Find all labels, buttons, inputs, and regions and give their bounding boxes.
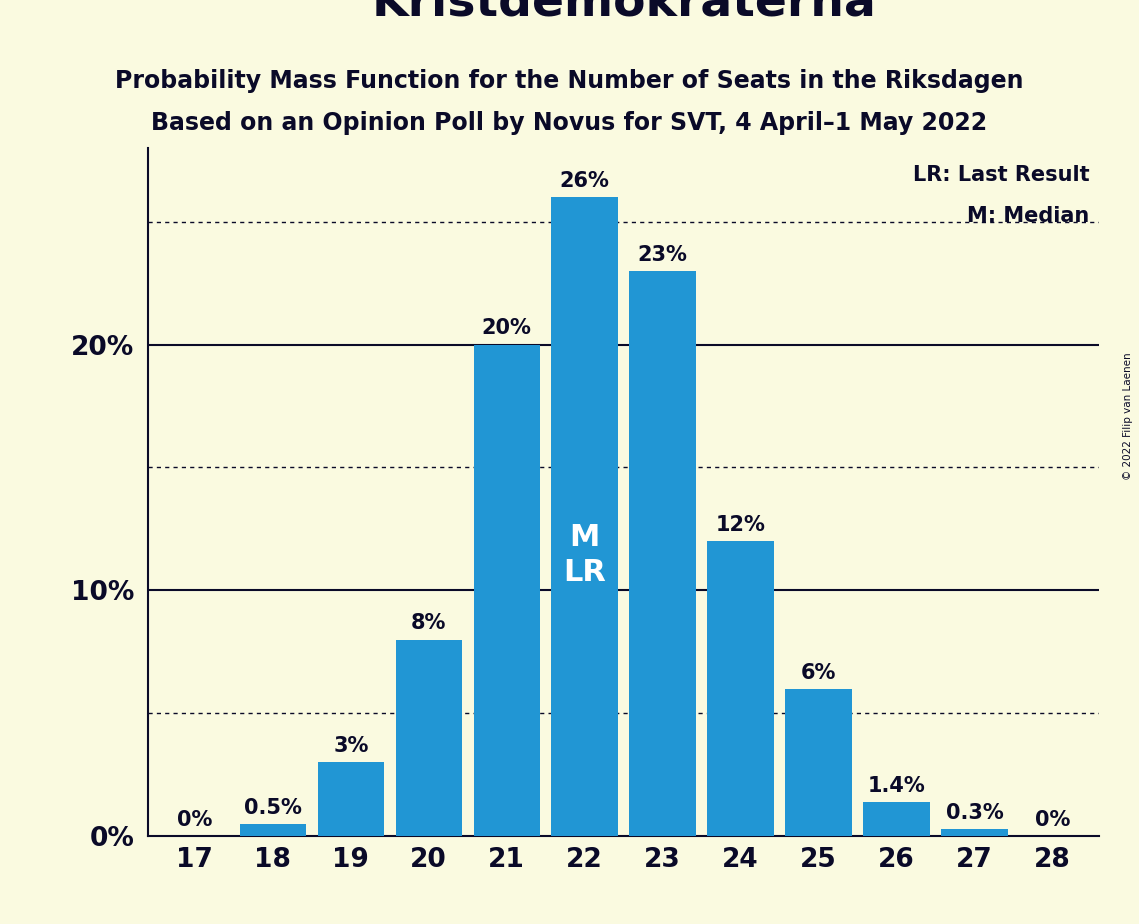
Text: Based on an Opinion Poll by Novus for SVT, 4 April–1 May 2022: Based on an Opinion Poll by Novus for SV… [151, 111, 988, 135]
Text: LR: Last Result: LR: Last Result [913, 165, 1090, 185]
Text: 20%: 20% [482, 319, 532, 338]
Bar [707, 541, 773, 836]
Text: © 2022 Filip van Laenen: © 2022 Filip van Laenen [1123, 352, 1133, 480]
Text: 23%: 23% [638, 245, 688, 264]
Text: 3%: 3% [333, 736, 368, 757]
Bar [318, 762, 384, 836]
Text: 0%: 0% [178, 810, 213, 830]
Bar [551, 197, 617, 836]
Text: 6%: 6% [801, 663, 836, 683]
Text: 12%: 12% [715, 515, 765, 535]
Text: 0%: 0% [1034, 810, 1070, 830]
Text: M
LR: M LR [563, 522, 606, 588]
Bar [863, 802, 929, 836]
Text: M: Median: M: Median [967, 206, 1090, 226]
Bar [630, 271, 696, 836]
Text: 0.3%: 0.3% [945, 803, 1003, 822]
Text: Probability Mass Function for the Number of Seats in the Riksdagen: Probability Mass Function for the Number… [115, 69, 1024, 93]
Text: 1.4%: 1.4% [868, 775, 925, 796]
Bar [239, 824, 306, 836]
Bar [941, 829, 1008, 836]
Text: 8%: 8% [411, 614, 446, 633]
Bar [395, 639, 461, 836]
Bar [474, 345, 540, 836]
Text: 26%: 26% [559, 171, 609, 191]
Bar [786, 688, 852, 836]
Title: Kristdemokraterna: Kristdemokraterna [371, 0, 876, 26]
Text: 0.5%: 0.5% [244, 797, 302, 818]
